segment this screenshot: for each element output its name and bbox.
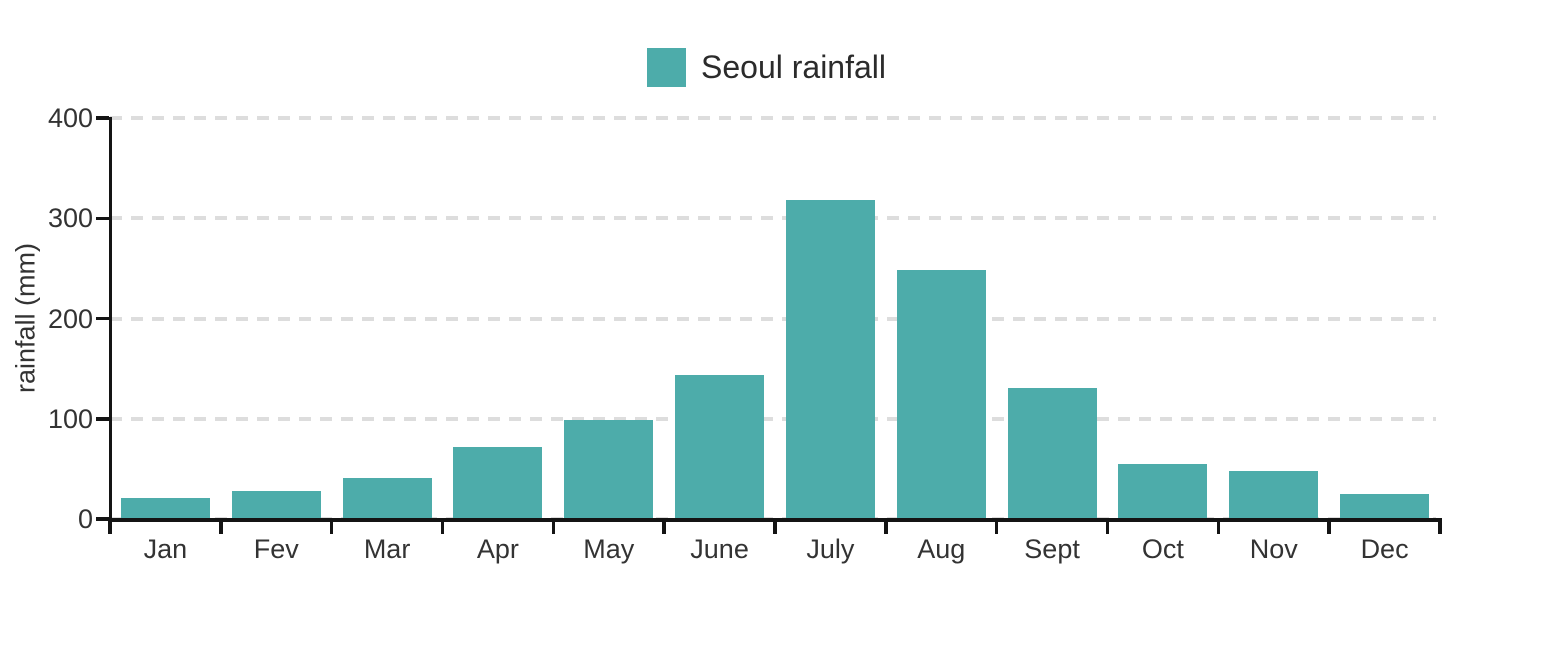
y-tick-100 — [96, 417, 109, 421]
x-tick-11 — [1327, 521, 1331, 534]
x-tick-label-fev: Fev — [253, 534, 299, 564]
x-axis-line — [108, 518, 1442, 522]
x-tick-8 — [994, 521, 999, 534]
x-tick-9 — [1105, 521, 1110, 534]
y-tick-label-100: 100 — [47, 403, 93, 434]
bar-june[interactable] — [675, 374, 765, 519]
bar-fev[interactable] — [231, 490, 321, 519]
x-tick-4 — [551, 521, 556, 534]
bar-aug[interactable] — [896, 270, 986, 519]
y-axis-line — [108, 116, 112, 524]
gridline-y-200 — [110, 316, 1436, 321]
x-tick-label-dec: Dec — [1360, 534, 1409, 564]
x-tick-label-apr: Apr — [476, 534, 519, 564]
y-tick-200 — [96, 316, 109, 321]
bar-apr[interactable] — [453, 446, 543, 519]
bar-may[interactable] — [564, 419, 654, 519]
x-tick-5 — [662, 521, 666, 534]
x-tick-label-oct: Oct — [1141, 534, 1184, 564]
x-tick-10 — [1216, 521, 1221, 534]
bar-oct[interactable] — [1118, 463, 1208, 519]
x-tick-label-sept: Sept — [1024, 534, 1080, 564]
x-tick-label-jan: Jan — [143, 534, 188, 564]
bar-jan[interactable] — [120, 497, 210, 519]
x-tick-label-mar: Mar — [363, 534, 411, 564]
x-tick-1 — [219, 521, 223, 534]
x-tick-6 — [773, 521, 777, 534]
legend-swatch-icon — [647, 48, 686, 87]
x-tick-label-july: July — [806, 534, 855, 564]
y-tick-label-200: 200 — [47, 303, 93, 334]
x-tick-0 — [108, 521, 112, 534]
x-tick-7 — [884, 521, 888, 534]
x-tick-2 — [329, 521, 334, 534]
y-tick-0 — [96, 517, 109, 521]
legend-label: Seoul rainfall — [701, 49, 886, 85]
x-tick-label-june: June — [690, 534, 749, 564]
y-tick-400 — [96, 116, 109, 120]
gridline-y-400 — [110, 116, 1436, 120]
x-tick-label-may: May — [583, 534, 635, 564]
x-tick-label-nov: Nov — [1249, 534, 1298, 564]
y-tick-label-0: 0 — [77, 504, 93, 534]
y-tick-label-400: 400 — [47, 103, 93, 133]
gridline-y-100 — [110, 416, 1436, 421]
x-tick-label-aug: Aug — [917, 534, 966, 564]
y-tick-300 — [96, 216, 109, 220]
gridline-y-300 — [110, 216, 1436, 221]
x-tick-3 — [440, 521, 445, 534]
x-tick-12 — [1438, 521, 1442, 534]
bar-mar[interactable] — [342, 477, 432, 519]
bar-dec[interactable] — [1340, 493, 1430, 519]
bar-sept[interactable] — [1007, 387, 1097, 519]
bar-july[interactable] — [785, 200, 875, 519]
legend-item-seoul-rainfall[interactable]: Seoul rainfall — [647, 48, 886, 87]
y-tick-label-300: 300 — [47, 203, 93, 234]
bar-nov[interactable] — [1229, 470, 1319, 519]
